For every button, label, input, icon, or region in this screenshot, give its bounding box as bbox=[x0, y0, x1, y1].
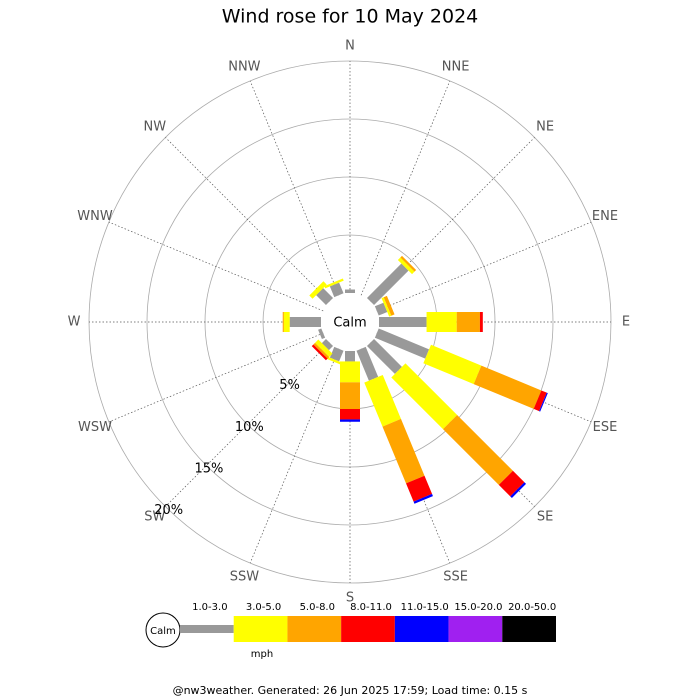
chart-title: Wind rose for 10 May 2024 bbox=[222, 6, 479, 28]
legend-unit: mph bbox=[251, 649, 273, 660]
wind-segment bbox=[340, 361, 360, 383]
direction-label: E bbox=[622, 315, 630, 330]
wind-segment bbox=[316, 288, 334, 306]
wind-segment bbox=[397, 257, 415, 275]
spoke bbox=[108, 332, 324, 423]
wind-segment bbox=[391, 363, 458, 430]
spoke bbox=[360, 80, 451, 296]
wind-segment bbox=[340, 419, 360, 422]
legend-label: 8.0-11.0 bbox=[350, 602, 392, 613]
wind-segment bbox=[533, 390, 547, 412]
legend-swatch bbox=[502, 616, 556, 642]
wind-segment bbox=[473, 365, 542, 409]
wind-segment bbox=[366, 263, 409, 306]
legend-calm-label: Calm bbox=[150, 626, 176, 637]
wind-segment bbox=[479, 312, 483, 332]
wind-segment bbox=[423, 344, 482, 385]
direction-label: NNE bbox=[442, 60, 470, 75]
legend-swatch bbox=[233, 616, 288, 642]
spoke bbox=[108, 221, 324, 312]
r-tick-label: 5% bbox=[279, 378, 300, 393]
wind-segment bbox=[426, 312, 457, 332]
direction-label: SSE bbox=[443, 569, 468, 584]
wind-segment bbox=[381, 297, 392, 317]
legend-swatch bbox=[341, 616, 395, 642]
wind-segment bbox=[413, 493, 433, 504]
wind-segment bbox=[321, 338, 334, 351]
wind-segment bbox=[345, 351, 355, 362]
legend-label: 3.0-5.0 bbox=[246, 602, 281, 613]
legend-swatch bbox=[394, 616, 449, 642]
wind-segment bbox=[345, 289, 355, 293]
legend-label: 11.0-15.0 bbox=[401, 602, 449, 613]
wind-segment bbox=[539, 392, 548, 412]
wind-segment bbox=[324, 355, 344, 366]
wind-segment bbox=[289, 317, 321, 327]
wind-segment bbox=[315, 339, 333, 357]
r-tick-label: 15% bbox=[195, 462, 224, 477]
direction-label: SE bbox=[537, 510, 553, 525]
wind-segment bbox=[374, 328, 430, 359]
wind-segment bbox=[356, 346, 379, 381]
wind-segment bbox=[498, 470, 525, 497]
wind-segment bbox=[283, 312, 290, 332]
direction-label: SSW bbox=[230, 569, 260, 584]
wind-segment bbox=[313, 342, 330, 359]
spoke bbox=[376, 221, 592, 312]
direction-label: WNW bbox=[77, 209, 113, 224]
spoke bbox=[249, 80, 340, 296]
wind-segment bbox=[374, 302, 388, 316]
calm-circle bbox=[324, 296, 376, 348]
wind-segment bbox=[309, 281, 327, 299]
legend-swatch bbox=[180, 625, 234, 633]
legend-label: 15.0-20.0 bbox=[454, 602, 502, 613]
legend-label: 5.0-8.0 bbox=[300, 602, 335, 613]
wind-segment bbox=[366, 338, 402, 374]
wind-segment bbox=[329, 282, 344, 298]
direction-label: WSW bbox=[78, 420, 112, 435]
wind-segment bbox=[442, 414, 513, 485]
legend-label: 20.0-50.0 bbox=[508, 602, 556, 613]
wind-segment bbox=[318, 328, 326, 340]
ring bbox=[146, 118, 554, 526]
wind-segment bbox=[364, 374, 401, 427]
legend-label: 1.0-3.0 bbox=[192, 602, 227, 613]
wind-segment bbox=[340, 382, 360, 409]
direction-label: ESE bbox=[593, 420, 618, 435]
wind-segment bbox=[400, 255, 417, 272]
spoke bbox=[249, 348, 340, 564]
direction-label: NW bbox=[144, 119, 167, 134]
wind-segment bbox=[311, 344, 328, 361]
wind-segment bbox=[324, 278, 344, 289]
wind-segment bbox=[406, 475, 433, 502]
footer: @nw3weather. Generated: 26 Jun 2025 17:5… bbox=[173, 684, 528, 697]
wind-segment bbox=[456, 312, 480, 332]
direction-label: N bbox=[345, 39, 355, 54]
wind-segment bbox=[329, 346, 344, 362]
direction-label: NNW bbox=[228, 60, 260, 75]
wind-segment bbox=[510, 482, 527, 499]
r-tick-label: 10% bbox=[235, 420, 264, 435]
wind-segment bbox=[282, 312, 284, 332]
r-tick-label: 20% bbox=[154, 503, 183, 518]
legend-swatch bbox=[287, 616, 342, 642]
direction-label: NE bbox=[536, 119, 554, 134]
direction-label: ENE bbox=[592, 209, 618, 224]
wind-segment bbox=[340, 409, 360, 420]
legend-swatch bbox=[448, 616, 503, 642]
spoke bbox=[165, 342, 330, 507]
wind-segment bbox=[378, 317, 427, 327]
direction-label: SW bbox=[144, 510, 165, 525]
spoke bbox=[165, 137, 330, 302]
direction-label: W bbox=[68, 315, 81, 330]
wind-segment bbox=[382, 418, 425, 484]
calm-label: Calm bbox=[333, 316, 366, 331]
wind-segment bbox=[383, 295, 395, 316]
direction-label: S bbox=[346, 591, 354, 606]
